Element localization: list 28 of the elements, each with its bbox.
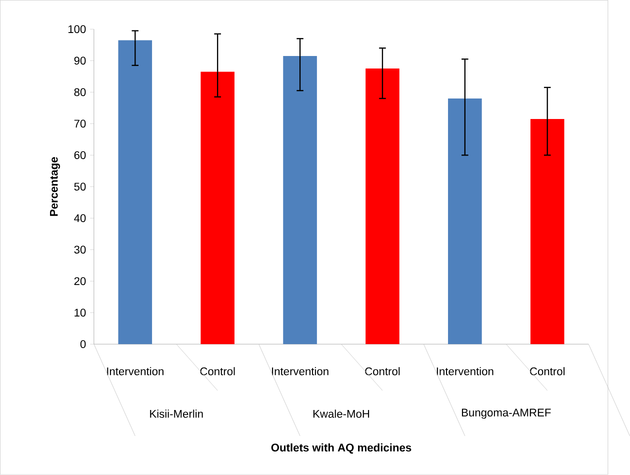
text: Intervention xyxy=(436,367,494,376)
y-tick-label: 70 xyxy=(74,120,86,128)
y-tick-label: 10 xyxy=(74,308,86,317)
y-axis-title: Percentage xyxy=(50,157,60,216)
bar xyxy=(366,68,400,344)
x-tick-label: Kisii-Merlin xyxy=(150,410,203,418)
bar xyxy=(530,119,564,344)
text: Control xyxy=(365,367,400,376)
y-tick-label: 20 xyxy=(74,277,86,286)
y-tick-label: 60 xyxy=(74,151,86,160)
bar xyxy=(283,56,317,344)
text: Intervention xyxy=(107,367,164,376)
y-tick-label: 0 xyxy=(80,340,86,348)
y-tick-label: 90 xyxy=(74,56,86,65)
y-tick-label: 50 xyxy=(74,182,86,191)
bar xyxy=(200,72,234,344)
bar xyxy=(118,40,152,344)
text: Control xyxy=(200,367,235,376)
x-tick-label: Bungoma-AMREF xyxy=(462,408,551,419)
text: Intervention xyxy=(272,367,328,376)
bar xyxy=(448,98,482,344)
y-tick-label: 80 xyxy=(74,88,86,96)
y-tick-label: 30 xyxy=(74,246,86,254)
x-tick-label: Kwale-MoH xyxy=(313,410,370,418)
y-tick-label: 40 xyxy=(74,214,86,222)
x-axis-title: Outlets with AQ medicines xyxy=(271,443,412,454)
y-tick-label: 100 xyxy=(68,25,86,34)
text: Control xyxy=(530,367,565,376)
